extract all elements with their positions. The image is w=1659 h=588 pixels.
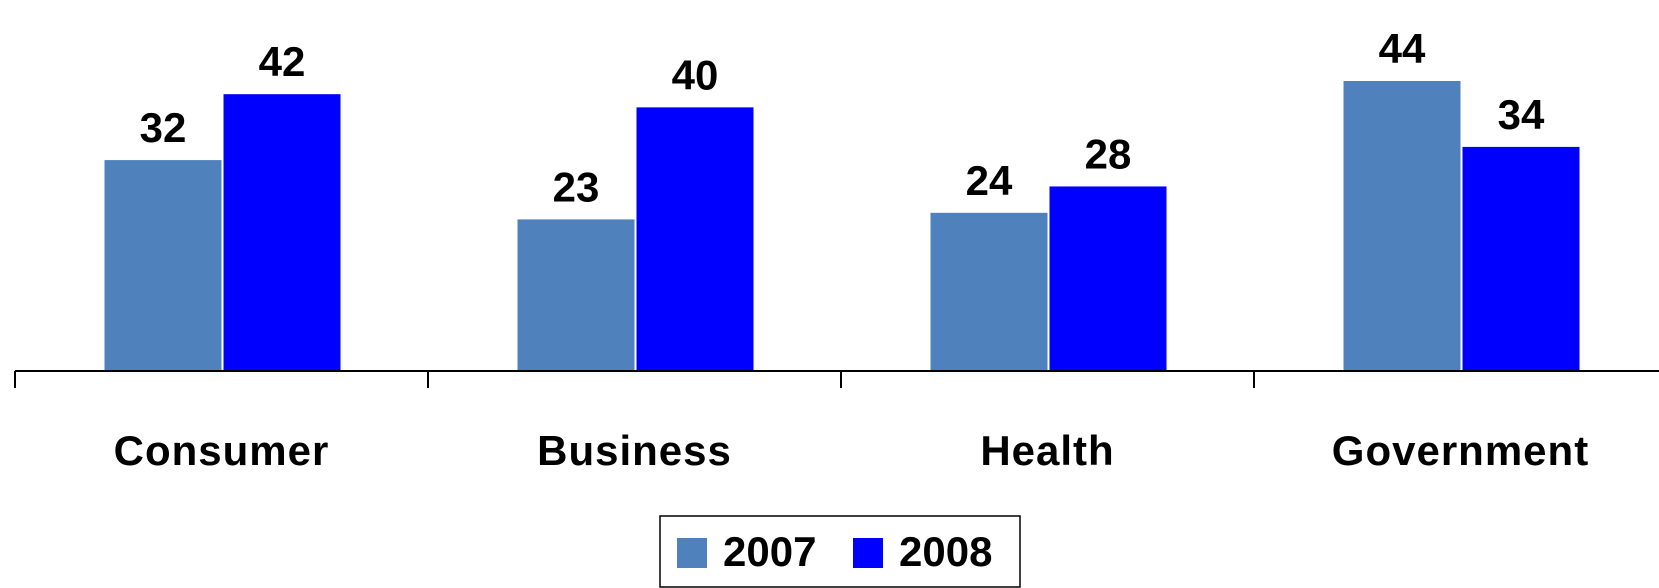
legend-swatch [853,538,883,568]
x-tick-label: Consumer [114,427,330,474]
x-tick-label: Health [980,427,1114,474]
data-label: 42 [259,38,306,85]
legend-swatch [677,538,707,568]
data-label: 23 [553,163,600,210]
data-label: 28 [1085,130,1132,177]
x-tick-label: Government [1332,427,1589,474]
bar [223,94,341,371]
x-tick-label: Business [537,427,732,474]
legend-label: 2008 [899,528,992,575]
legend-box [659,515,1021,588]
bar [1343,81,1461,371]
bar [104,160,222,371]
bar [517,219,635,371]
bar [1049,186,1167,371]
legend-label: 2007 [723,528,816,575]
data-label: 32 [140,104,187,151]
data-label: 34 [1498,91,1545,138]
bar [1462,146,1580,371]
data-label: 24 [966,157,1013,204]
bar [636,107,754,371]
bar [930,212,1048,371]
data-label: 44 [1379,25,1426,72]
data-label: 40 [672,51,719,98]
